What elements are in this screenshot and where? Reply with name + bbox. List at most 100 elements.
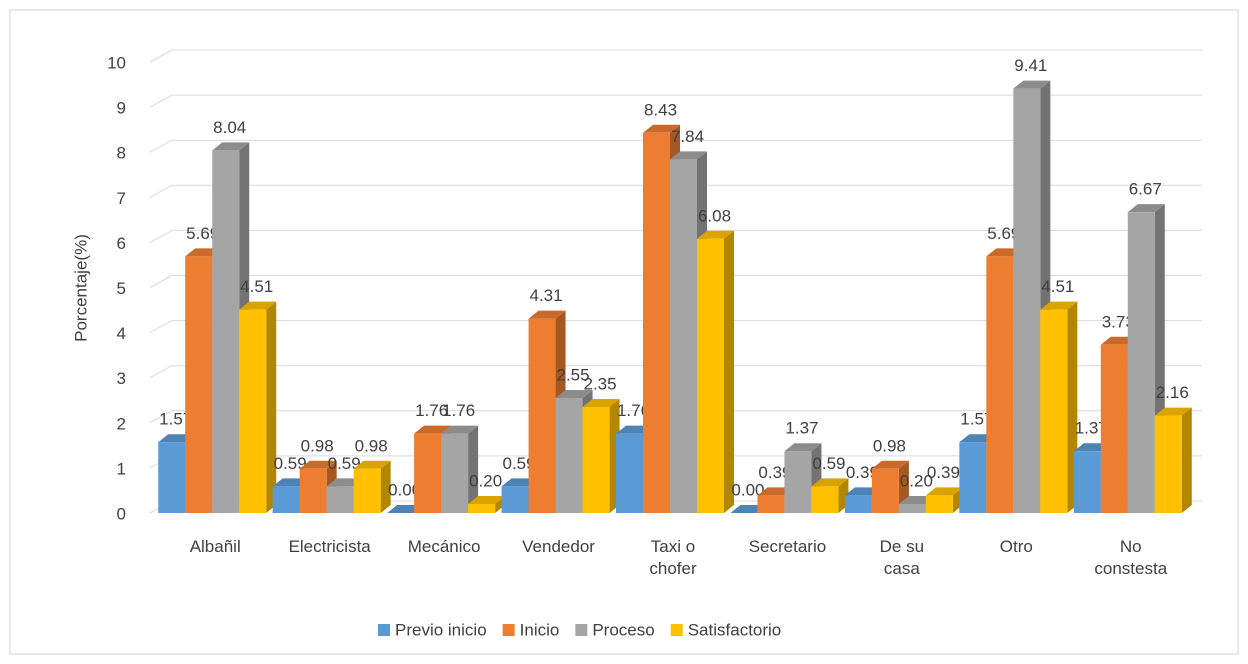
bar <box>212 150 240 513</box>
data-label: 2.55 <box>557 365 590 384</box>
bar <box>697 238 724 514</box>
data-label: 2.35 <box>584 374 617 393</box>
bar <box>1013 88 1041 513</box>
bar <box>299 468 327 513</box>
data-label: 9.41 <box>1014 56 1047 75</box>
bar-top <box>212 142 250 151</box>
legend-swatch <box>670 624 683 636</box>
grid-line-side <box>149 184 173 198</box>
bar-side <box>266 301 277 513</box>
bar <box>441 433 469 513</box>
bar <box>1040 309 1068 513</box>
y-axis-title: Porcentaje(%) <box>71 234 90 342</box>
data-label: 1.57 <box>159 410 192 429</box>
bar-top <box>697 230 734 239</box>
data-label: 0.00 <box>388 480 421 499</box>
bar <box>326 486 354 513</box>
data-label: 1.76 <box>617 401 650 420</box>
bar-top <box>811 478 849 487</box>
bar <box>582 407 610 513</box>
data-label: 7.84 <box>671 127 704 146</box>
data-label: 1.76 <box>415 401 448 420</box>
data-label: 1.37 <box>785 419 818 438</box>
x-tick-label: Albañil <box>189 537 241 556</box>
bar <box>1100 344 1128 513</box>
bar <box>239 309 267 513</box>
legend-swatch <box>575 624 588 636</box>
y-tick-label: 1 <box>117 459 126 478</box>
chart-border <box>9 9 1239 655</box>
bar-top <box>582 399 620 408</box>
data-label: 4.31 <box>530 286 563 305</box>
bar-top <box>871 460 909 469</box>
legend-label: Previo inicio <box>395 620 487 639</box>
bar <box>185 256 213 513</box>
data-label: 0.39 <box>927 463 960 482</box>
data-label: 4.51 <box>1041 277 1074 296</box>
data-label: 4.51 <box>240 277 273 296</box>
x-tick-label: De su casa <box>879 537 925 578</box>
y-tick-label: 7 <box>117 189 126 208</box>
bar <box>959 442 987 513</box>
bar-top <box>441 425 479 434</box>
bar <box>414 433 442 513</box>
bar <box>871 468 899 513</box>
x-tick-label: No constesta <box>1094 537 1168 578</box>
data-label: 0.59 <box>328 454 361 473</box>
data-label: 0.20 <box>469 471 502 490</box>
bar <box>811 486 839 513</box>
data-label: 0.00 <box>731 480 764 499</box>
grid-line-side <box>149 275 173 288</box>
y-tick-label: 5 <box>117 279 126 298</box>
data-label: 0.39 <box>846 463 879 482</box>
bar-top <box>925 487 963 496</box>
y-tick-label: 10 <box>107 53 126 72</box>
data-label: 0.98 <box>873 436 906 455</box>
data-label: 6.08 <box>698 206 731 225</box>
data-label: 8.04 <box>213 118 246 137</box>
legend-label: Inicio <box>520 620 560 639</box>
x-tick-label: Vendedor <box>522 537 595 556</box>
grid-line-side <box>149 49 173 63</box>
legend-swatch <box>502 624 515 636</box>
y-tick-label: 9 <box>117 99 126 118</box>
bar-top <box>1040 301 1078 310</box>
bar-side <box>468 425 479 513</box>
bar-top <box>353 460 391 469</box>
data-label: 1.37 <box>1075 419 1108 438</box>
data-label: 0.59 <box>274 454 307 473</box>
bar-top <box>468 495 506 504</box>
data-label: 3.73 <box>1102 312 1135 331</box>
bar-top <box>1154 407 1192 416</box>
x-tick-label: Secretario <box>748 537 827 556</box>
bar <box>468 503 496 513</box>
y-tick-label: 2 <box>117 414 126 433</box>
y-tick-label: 0 <box>117 504 126 523</box>
data-label: 5.69 <box>186 224 219 243</box>
data-label: 0.98 <box>301 436 334 455</box>
bar <box>925 495 953 513</box>
bar <box>844 495 872 513</box>
data-label: 1.57 <box>960 410 993 429</box>
data-label: 1.76 <box>442 401 475 420</box>
data-label: 6.67 <box>1129 180 1162 199</box>
bar-top <box>1127 204 1165 213</box>
bar-side <box>724 230 734 514</box>
data-label: 5.69 <box>987 224 1020 243</box>
grid-line-side <box>149 94 173 108</box>
data-label: 8.43 <box>644 100 677 119</box>
y-tick-label: 8 <box>117 144 126 163</box>
grid-line-side <box>149 320 173 334</box>
bar <box>784 451 812 513</box>
grid-line-side <box>149 229 173 243</box>
bar-top <box>1013 80 1051 89</box>
bar <box>986 256 1014 513</box>
bar-top <box>528 310 566 319</box>
bar <box>898 503 926 513</box>
bar <box>353 468 381 513</box>
bar-top <box>299 460 337 469</box>
bar-top <box>784 443 822 452</box>
y-tick-label: 3 <box>117 369 126 388</box>
